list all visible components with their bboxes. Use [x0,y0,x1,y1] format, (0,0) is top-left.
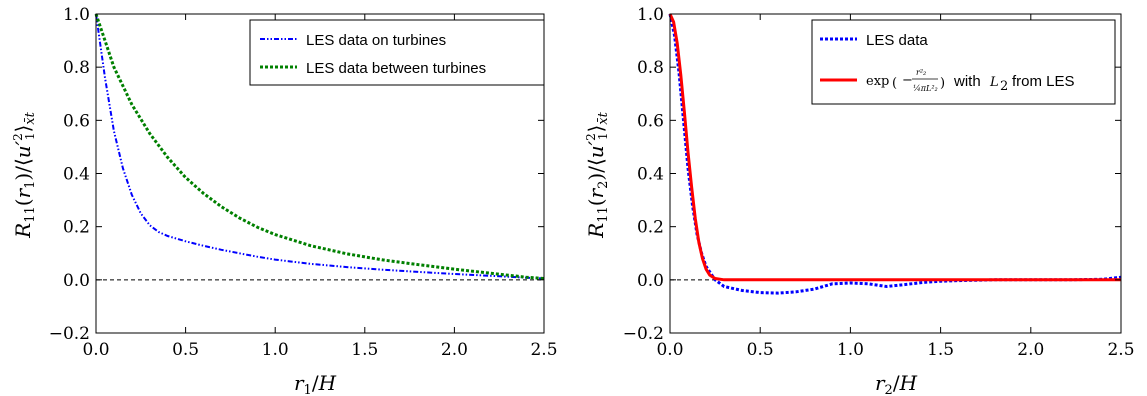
legend-l2: L [989,75,999,90]
legend: LES data on turbines LES data between tu… [249,19,545,86]
y-tick-label: 0.4 [637,165,664,185]
legend: LES data exp ( − r²₂ ¼πL²₂ ) with L 2 fr… [811,19,1116,105]
series-group [94,13,545,280]
y-tick-label: 0.0 [63,271,90,291]
x-tick-label: 0.0 [82,340,109,360]
y-tick-label: 0.8 [637,58,664,78]
x-tick-label: 2.5 [1107,340,1134,360]
series-line-1 [94,13,545,280]
legend-from-les: from LES [1012,73,1075,90]
x-tick-label: 1.0 [262,340,289,360]
legend-exp-word: exp [866,74,889,89]
y-tick-label: 1.0 [637,5,664,25]
legend-with: with [953,73,981,90]
x-ticks: 0.0 0.5 1.0 1.5 2.0 2.5 [82,14,558,360]
y-tick-label: 0.6 [637,111,664,131]
legend-denominator: ¼πL²₂ [913,84,938,93]
chart-left: 0.0 0.5 1.0 1.5 2.0 2.5 1.00.80.60.40.20.0−0.… [11,5,558,396]
x-tick-label: 0.5 [172,340,199,360]
legend-minus: − [902,73,913,88]
x-tick-label: 1.0 [837,340,864,360]
legend-paren-close: ) [940,76,945,91]
y-axis-label: R11(r1)/⟨u′21⟩x̄t [11,111,38,238]
y-tick-label: 0.6 [63,111,90,131]
x-tick-label: 0.0 [656,340,683,360]
legend-label-les-data: LES data [866,32,928,49]
series-group [668,13,1122,295]
y-axis-label: R11(r2)/⟨u′21⟩x̄t [584,111,611,238]
legend-label-between-turbines: LES data between turbines [306,60,486,77]
y-tick-label: 0.4 [63,165,90,185]
chart-right: 0.0 0.5 1.0 1.5 2.0 2.5 1.00.80.60.40.20.0−0.… [584,5,1135,396]
y-tick-label: 1.0 [63,5,90,25]
legend-box [811,19,1116,105]
x-tick-label: 0.5 [747,340,774,360]
legend-l2-sub: 2 [1000,79,1008,94]
y-tick-label: 0.2 [637,218,664,238]
legend-paren-open: ( [892,76,897,91]
y-tick-label: −0.2 [49,324,90,344]
legend-box [249,19,545,86]
y-tick-label: 0.2 [63,218,90,238]
x-axis-label: r2/H [875,371,918,396]
x-tick-label: 2.0 [441,340,468,360]
legend-label-on-turbines: LES data on turbines [306,32,446,49]
y-ticks: 1.0 0.8 0.6 0.4 0.2 0.0 −0.2 [49,5,544,344]
x-tick-label: 2.0 [1017,340,1044,360]
legend-label-exp-model: exp ( − r²₂ ¼πL²₂ ) with L 2 from LES [866,68,1075,94]
y-ticks: 1.0 0.8 0.6 0.4 0.2 0.0 −0.2 [623,5,1121,344]
x-axis-label: r1/H [294,371,337,396]
y-tick-label: −0.2 [623,324,664,344]
x-tick-label: 2.5 [530,340,557,360]
series-line-0 [95,13,545,280]
x-tick-label: 1.5 [351,340,378,360]
y-tick-label: 0.0 [637,271,664,291]
x-tick-label: 1.5 [927,340,954,360]
x-ticks: 0.0 0.5 1.0 1.5 2.0 2.5 [656,14,1135,360]
series-line-1 [668,13,1121,282]
legend-numerator: r²₂ [916,68,926,77]
y-tick-label: 0.8 [63,58,90,78]
